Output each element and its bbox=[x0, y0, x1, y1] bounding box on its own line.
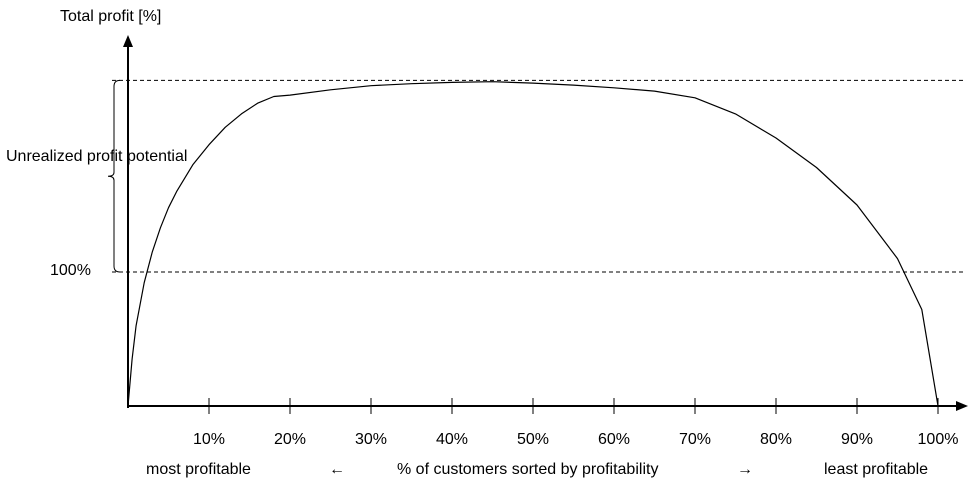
profit-curve bbox=[127, 81, 939, 407]
reference-line-label: 100% bbox=[50, 262, 91, 279]
x-ticks: 10% 20% 30% 40% 50% 60% 70% 80% 90% 100% bbox=[193, 398, 958, 448]
left-arrow-icon: ← bbox=[329, 461, 345, 478]
axes bbox=[123, 35, 968, 411]
x-tick-label: 90% bbox=[841, 431, 873, 448]
x-tick-label: 50% bbox=[517, 431, 549, 448]
unrealized-profit-brace bbox=[107, 79, 121, 273]
least-profitable-label: least profitable bbox=[824, 461, 929, 478]
y-axis-label: Total profit [%] bbox=[60, 8, 162, 25]
x-axis-arrow-icon bbox=[956, 401, 968, 411]
x-tick-label: 10% bbox=[193, 431, 225, 448]
curly-brace bbox=[107, 79, 121, 273]
x-tick-label: 70% bbox=[679, 431, 711, 448]
x-tick-label: 60% bbox=[598, 431, 630, 448]
unrealized-profit-label: Unrealized profit potential bbox=[6, 148, 188, 165]
x-tick-label: 30% bbox=[355, 431, 387, 448]
reference-lines bbox=[112, 79, 965, 273]
x-tick-label: 40% bbox=[436, 431, 468, 448]
right-arrow-icon: → bbox=[737, 461, 753, 478]
x-axis-label: % of customers sorted by profitability bbox=[397, 461, 659, 478]
series bbox=[127, 81, 939, 407]
x-tick-label: 20% bbox=[274, 431, 306, 448]
x-tick-label: 100% bbox=[918, 431, 959, 448]
y-axis-arrow-icon bbox=[123, 35, 133, 47]
most-profitable-label: most profitable bbox=[146, 461, 251, 478]
x-tick-label: 80% bbox=[760, 431, 792, 448]
